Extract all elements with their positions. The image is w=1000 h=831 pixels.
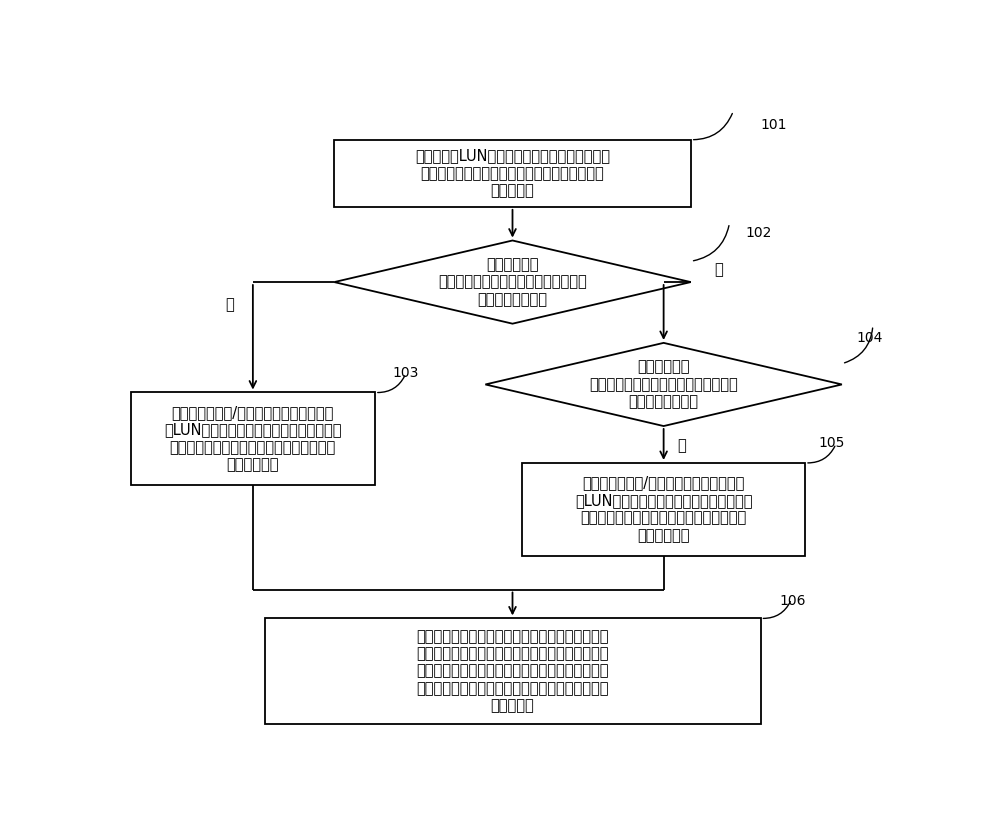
Text: 根据当前时间和/或所述上一次扩容时间目
标LUN所处的工作时段确定预扩容容量，该
预扩容容量小于已记录的所述快照资源的上
一次扩容步长: 根据当前时间和/或所述上一次扩容时间目 标LUN所处的工作时段确定预扩容容量，该… [575,475,752,543]
Text: 比较当前时间
与所述上一次扩容时间之间的时间差是
否大于第二预设值: 比较当前时间 与所述上一次扩容时间之间的时间差是 否大于第二预设值 [589,360,738,410]
Polygon shape [485,343,842,426]
Text: 当所述预扩容容量大于快照资源的最小扩容量，且
小于快照资源的最大扩容量时，将所述预扩容容量
确定为所述快照资源的待扩容容量，将本设备中与
所述待扩容容量大小一致: 当所述预扩容容量大于快照资源的最小扩容量，且 小于快照资源的最大扩容量时，将所述… [416,629,609,714]
FancyBboxPatch shape [522,463,805,556]
Text: 103: 103 [392,366,419,380]
Text: 102: 102 [745,227,771,240]
Text: 105: 105 [819,436,845,450]
Text: 比较当前时间
与所述上一次扩容时间之间的时间差是
否小于第一预设值: 比较当前时间 与所述上一次扩容时间之间的时间差是 否小于第一预设值 [438,257,587,307]
Text: 根据当前时间和/或所述上一次扩容时间目
标LUN所处的工作时段确定预扩容容量，该
预扩容容量大于已记录的所述快照资源的上
一次扩容步长: 根据当前时间和/或所述上一次扩容时间目 标LUN所处的工作时段确定预扩容容量，该… [164,406,342,473]
FancyBboxPatch shape [131,392,375,485]
FancyBboxPatch shape [334,140,691,207]
Polygon shape [334,240,691,324]
Text: 是: 是 [226,297,234,312]
Text: 104: 104 [857,331,883,345]
Text: 检测到目标LUN对应的快照资源申请扩容，并查
询到已记录的所述快照资源的上一次扩容时间的
值为指定值: 检测到目标LUN对应的快照资源申请扩容，并查 询到已记录的所述快照资源的上一次扩… [415,149,610,199]
Text: 106: 106 [780,594,806,608]
Text: 101: 101 [761,118,787,132]
FancyBboxPatch shape [264,618,761,724]
Text: 是: 是 [677,438,686,453]
Text: 否: 否 [714,262,723,277]
